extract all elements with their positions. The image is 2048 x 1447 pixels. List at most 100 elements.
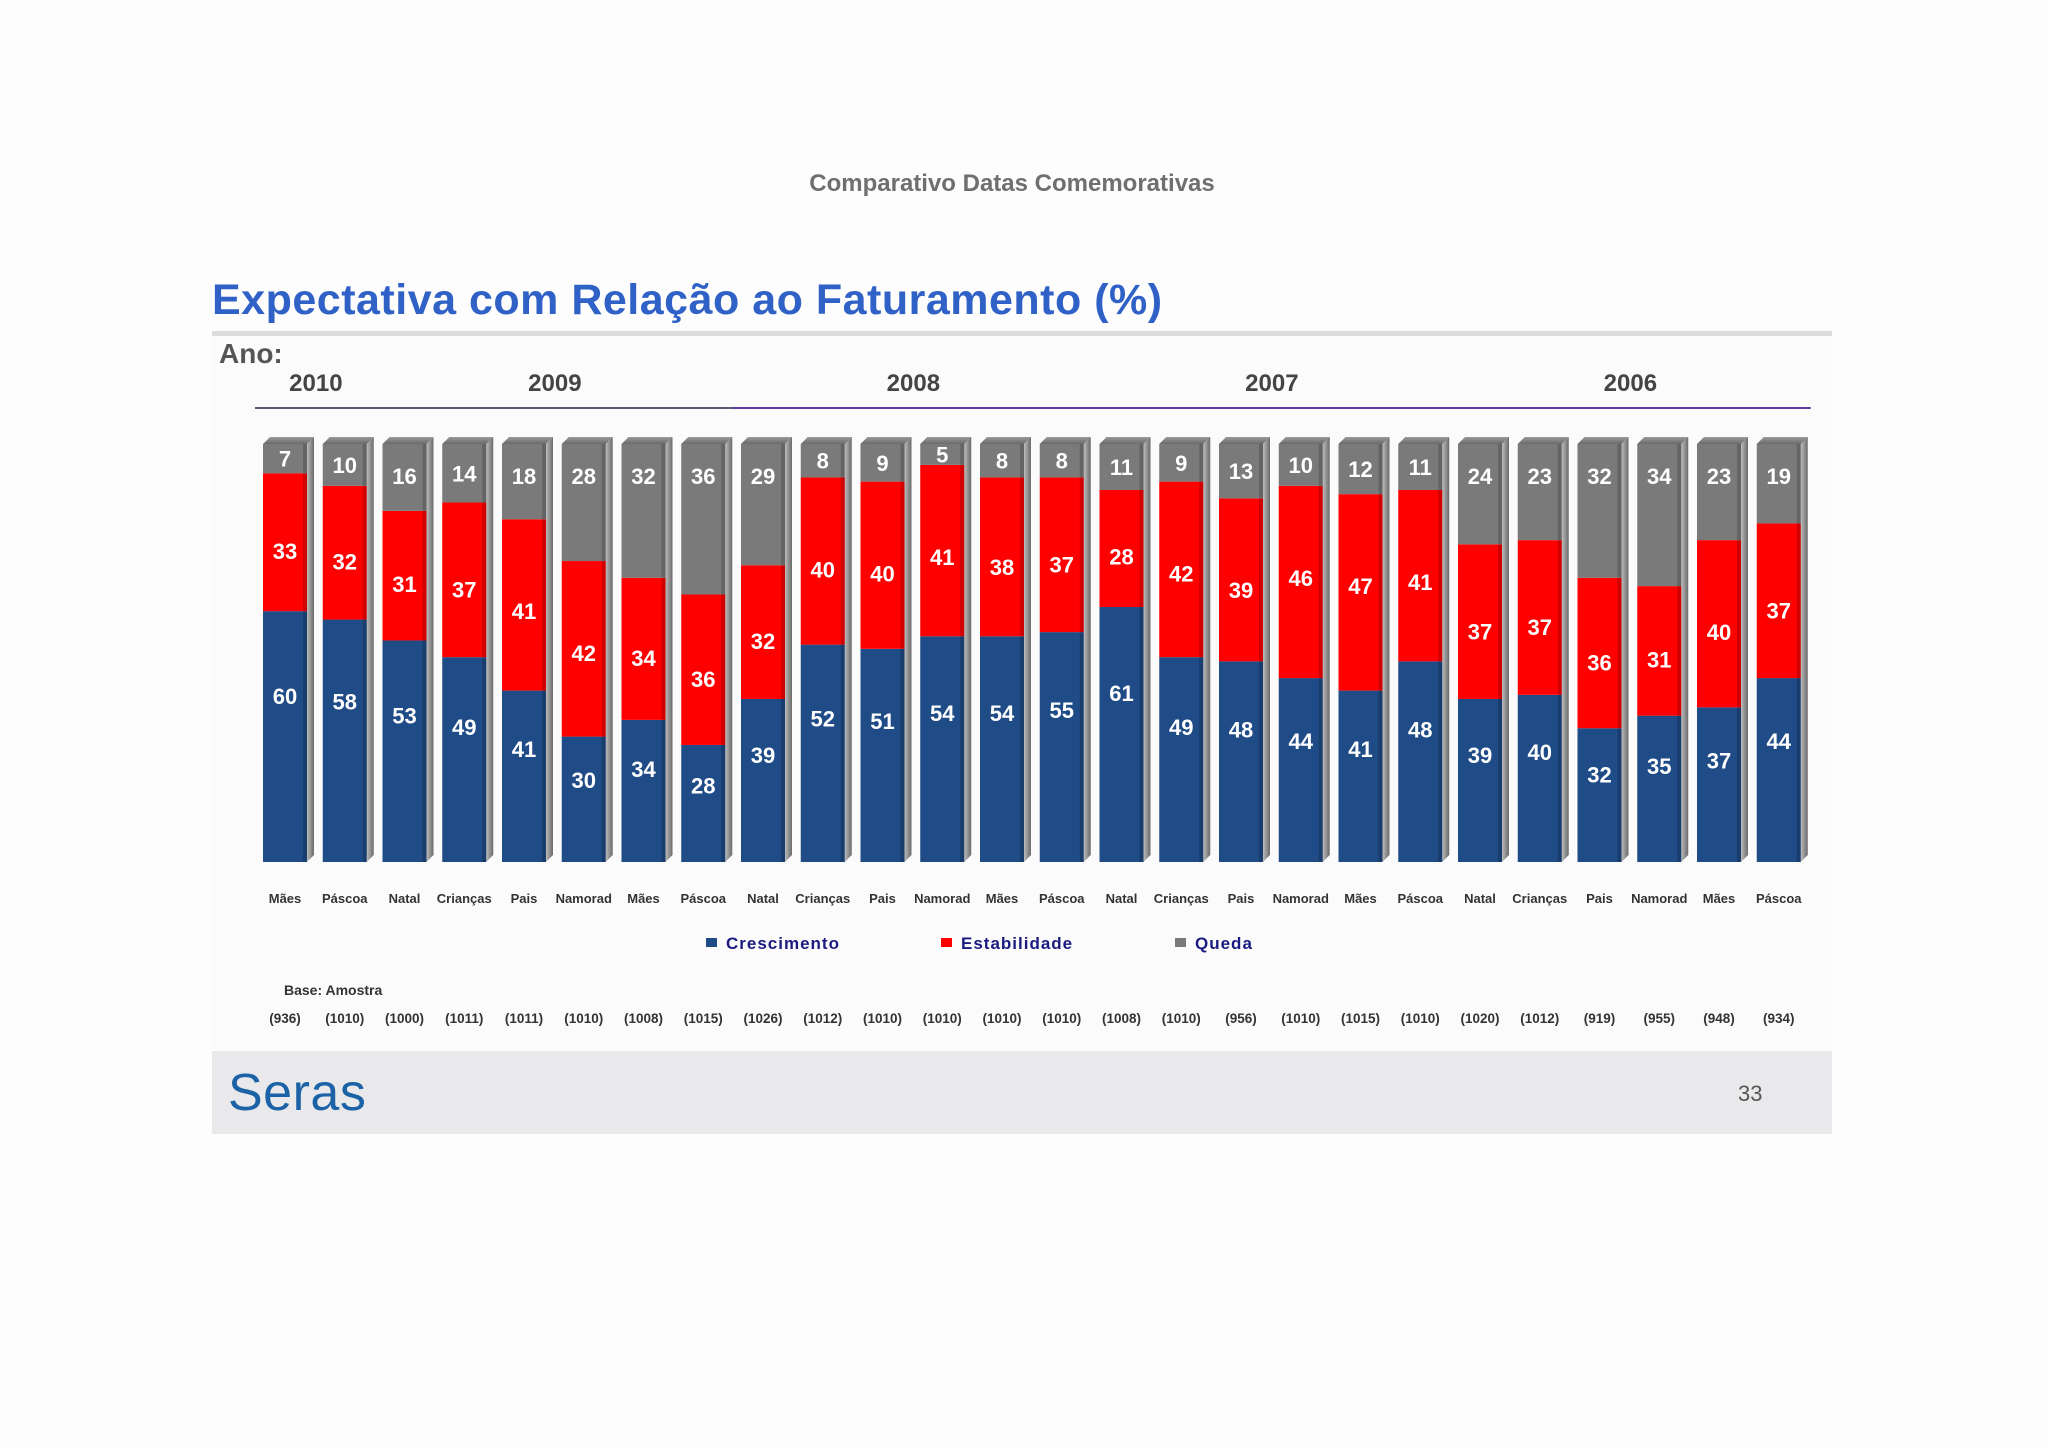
value-label-crescimento: 41 — [1348, 737, 1372, 762]
segment-queda — [1517, 444, 1562, 541]
sample-size: (1012) — [1520, 1011, 1559, 1026]
segment-shade — [482, 444, 487, 503]
value-label-queda: 14 — [452, 461, 477, 486]
segment-shade — [960, 464, 965, 637]
value-label-crescimento: 35 — [1647, 754, 1671, 779]
value-label-estabilidade: 31 — [392, 572, 416, 597]
value-label-queda: 34 — [1647, 464, 1672, 489]
bar-20: 48 41 11 — [1398, 437, 1450, 862]
segment-shade — [781, 565, 785, 699]
segment-shade — [1378, 444, 1383, 495]
bar-side-face — [1263, 437, 1270, 862]
value-label-crescimento: 30 — [572, 768, 596, 793]
category-label: Páscoa — [1756, 891, 1802, 906]
segment-shade — [1318, 444, 1323, 486]
category-label: Natal — [747, 891, 779, 906]
sample-size: (1015) — [684, 1011, 723, 1026]
segment-queda — [1697, 444, 1741, 541]
segment-estabilidade — [1577, 577, 1622, 729]
value-label-estabilidade: 34 — [631, 646, 656, 671]
value-label-estabilidade: 42 — [572, 641, 596, 666]
segment-shade — [1796, 678, 1801, 862]
bar-19: 41 47 12 — [1338, 437, 1390, 862]
bar-9: 39 32 29 — [741, 437, 792, 862]
bar-10: 52 40 8 — [800, 437, 852, 862]
category-label: Mães — [627, 891, 660, 906]
bar-side-face — [1024, 437, 1031, 862]
year-label-2010: 2010 — [289, 370, 342, 397]
stacked-bar-chart: 2010 2009 2008 2007 2006 6033758321053311649… — [255, 370, 1811, 1026]
bar-22: 40 37 23 — [1517, 437, 1569, 862]
value-label-crescimento: 34 — [631, 757, 656, 782]
bar-top-face — [561, 437, 613, 444]
category-labels: Mães Páscoa Natal Crianças Pais Namorad Mães Pá… — [269, 891, 1803, 906]
bar-top-face — [741, 437, 792, 444]
segment-crescimento — [920, 636, 965, 862]
bar-top-face — [800, 437, 852, 444]
sample-size: (1011) — [445, 1011, 483, 1026]
value-label-estabilidade: 47 — [1348, 574, 1372, 599]
segment-estabilidade — [442, 502, 487, 658]
segment-shade — [1617, 444, 1622, 578]
sample-sizes: (936) (1010) (1000) (1011) (1011) (1010) (1008… — [269, 1011, 1794, 1026]
segment-shade — [601, 736, 606, 862]
segment-estabilidade — [1458, 544, 1502, 699]
category-label: Mães — [986, 891, 1019, 906]
bar-11: 51 40 9 — [860, 437, 912, 862]
segment-shade — [1438, 661, 1443, 862]
segment-queda — [980, 444, 1024, 478]
bar-side-face — [1322, 437, 1330, 862]
bar-side-face — [486, 437, 494, 862]
segment-shade — [1498, 698, 1502, 862]
bar-14: 55 37 8 — [1039, 437, 1091, 862]
value-label-queda: 8 — [817, 449, 829, 474]
segment-shade — [1378, 690, 1383, 862]
segment-queda — [1577, 444, 1622, 578]
value-label-crescimento: 28 — [691, 774, 715, 799]
segment-shade — [1199, 481, 1204, 658]
bar-top-face — [1338, 437, 1390, 444]
sample-size: (1012) — [803, 1011, 842, 1026]
segment-crescimento — [561, 736, 606, 862]
bar-top-face — [860, 437, 912, 444]
value-label-estabilidade: 41 — [1408, 570, 1432, 595]
segment-shade — [1020, 477, 1024, 637]
segment-crescimento — [502, 690, 546, 862]
bar-7: 34 34 32 — [621, 437, 673, 862]
category-label: Páscoa — [1397, 891, 1443, 906]
bar-top-face — [920, 437, 972, 444]
value-label-estabilidade: 37 — [1468, 619, 1492, 644]
segment-estabilidade — [1756, 523, 1801, 679]
segment-shade — [781, 698, 785, 862]
segment-queda — [322, 444, 367, 486]
category-label: Páscoa — [1039, 891, 1085, 906]
segment-crescimento — [741, 698, 785, 862]
sample-size: (1020) — [1460, 1011, 1499, 1026]
segment-crescimento — [1039, 632, 1084, 862]
value-label-estabilidade: 42 — [1169, 562, 1193, 587]
value-label-estabilidade: 37 — [1767, 598, 1791, 623]
segment-queda — [1099, 444, 1144, 490]
bar-top-face — [1697, 437, 1748, 444]
page-number: 33 — [1738, 1081, 1763, 1106]
value-label-estabilidade: 36 — [691, 667, 715, 692]
footer-bar: Seras 33 — [212, 1051, 1832, 1134]
bar-side-face — [1800, 437, 1808, 862]
bar-top-face — [1159, 437, 1211, 444]
value-label-crescimento: 48 — [1408, 718, 1432, 743]
segment-shade — [303, 444, 307, 474]
title-divider — [212, 331, 1832, 336]
value-label-estabilidade: 33 — [273, 539, 297, 564]
value-label-estabilidade: 40 — [811, 557, 835, 582]
sample-size: (1010) — [1162, 1011, 1201, 1026]
segment-crescimento — [322, 619, 367, 862]
segment-shade — [1318, 678, 1323, 862]
segment-shade — [1438, 489, 1443, 662]
value-label-queda: 32 — [631, 464, 655, 489]
segment-crescimento — [382, 640, 427, 862]
segment-shade — [542, 519, 546, 691]
category-label: Namorad — [914, 891, 970, 906]
bar-6: 30 42 28 — [561, 437, 613, 862]
sample-size: (1010) — [564, 1011, 603, 1026]
segment-shade — [1557, 540, 1562, 695]
